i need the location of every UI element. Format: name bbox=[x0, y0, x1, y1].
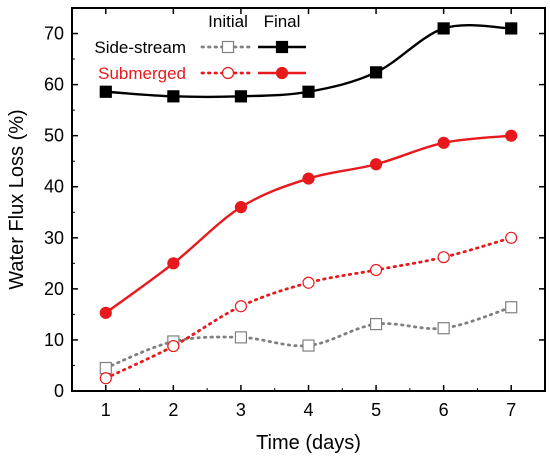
data-point bbox=[437, 322, 450, 335]
y-tick-label: 0 bbox=[54, 381, 64, 401]
legend-row-label: Submerged bbox=[98, 64, 186, 83]
data-point bbox=[167, 339, 180, 353]
data-point bbox=[437, 22, 450, 35]
legend: Initial Final Side-stream Submerged bbox=[94, 12, 306, 83]
data-point bbox=[99, 85, 112, 98]
data-point bbox=[437, 136, 450, 149]
data-point bbox=[505, 231, 518, 244]
legend-marker-initial bbox=[221, 40, 235, 54]
y-tick-label: 20 bbox=[44, 279, 64, 299]
legend-marker-final bbox=[275, 66, 289, 80]
y-tick-label: 10 bbox=[44, 330, 64, 350]
data-point bbox=[302, 172, 315, 185]
x-tick-label: 5 bbox=[371, 400, 381, 420]
data-point bbox=[505, 301, 518, 314]
x-tick-label: 2 bbox=[168, 400, 178, 420]
data-point bbox=[234, 201, 248, 214]
data-point bbox=[437, 251, 450, 264]
legend-marker-initial bbox=[221, 66, 235, 80]
series-side-stream-initial bbox=[99, 301, 518, 375]
series-layer bbox=[99, 22, 518, 385]
x-tick-label: 4 bbox=[303, 400, 313, 420]
series-submerged-final bbox=[99, 129, 518, 319]
data-point bbox=[369, 66, 383, 79]
y-tick-label: 60 bbox=[44, 75, 64, 95]
x-tick-label: 3 bbox=[236, 400, 246, 420]
x-tick-label: 6 bbox=[439, 400, 449, 420]
legend-header: Final bbox=[264, 12, 301, 31]
data-point bbox=[234, 90, 248, 103]
data-point bbox=[234, 331, 248, 344]
series-side-stream-final bbox=[99, 22, 518, 103]
data-point bbox=[99, 361, 112, 375]
y-axis-label: Water Flux Loss (%) bbox=[6, 109, 28, 289]
data-point bbox=[505, 129, 518, 142]
y-tick-label: 40 bbox=[44, 177, 64, 197]
data-point bbox=[302, 339, 315, 352]
series-line bbox=[104, 236, 513, 380]
data-point bbox=[369, 263, 383, 277]
data-point bbox=[99, 372, 112, 385]
data-point bbox=[167, 257, 180, 270]
data-point bbox=[234, 300, 248, 313]
x-tick-label: 1 bbox=[101, 400, 111, 420]
data-point bbox=[302, 276, 315, 289]
data-point bbox=[99, 306, 112, 319]
data-point bbox=[369, 318, 383, 331]
series-line bbox=[104, 305, 513, 370]
y-tick-label: 30 bbox=[44, 228, 64, 248]
data-point bbox=[505, 22, 518, 35]
data-point bbox=[302, 85, 315, 98]
data-point bbox=[167, 90, 180, 103]
y-tick-label: 50 bbox=[44, 126, 64, 146]
legend-header: Initial bbox=[208, 12, 248, 31]
x-axis-label: Time (days) bbox=[256, 432, 361, 454]
legend-marker-final bbox=[275, 40, 289, 54]
y-tick-label: 70 bbox=[44, 24, 64, 44]
series-submerged-initial bbox=[99, 231, 518, 385]
legend-row-label: Side-stream bbox=[94, 38, 186, 57]
data-point bbox=[369, 158, 383, 171]
x-tick-label: 7 bbox=[506, 400, 516, 420]
